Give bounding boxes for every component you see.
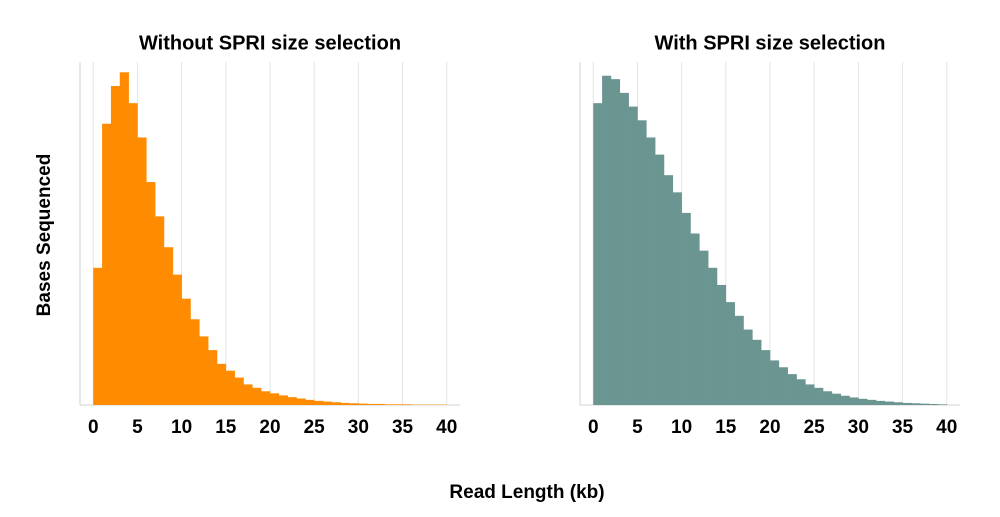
- bar: [102, 123, 112, 406]
- x-tick-label: 10: [671, 417, 692, 438]
- bar: [376, 403, 386, 405]
- y-axis-label: Bases Sequenced: [34, 154, 55, 317]
- bar: [119, 72, 129, 405]
- bar: [358, 403, 368, 405]
- bar: [287, 397, 297, 405]
- x-tick-label: 15: [215, 417, 237, 438]
- bar: [199, 336, 209, 405]
- bar: [602, 75, 612, 405]
- bar: [823, 391, 833, 405]
- bar: [278, 395, 288, 405]
- bar: [743, 329, 753, 405]
- bar: [796, 379, 806, 405]
- x-tick-label: 5: [632, 417, 643, 438]
- bar: [163, 247, 174, 405]
- bar: [672, 192, 682, 405]
- x-tick-label: 0: [88, 417, 99, 438]
- chart-title: With SPRI size selection: [655, 32, 886, 54]
- x-axis-label: Read Length (kb): [449, 482, 604, 503]
- bar: [655, 154, 665, 405]
- bar: [770, 360, 780, 405]
- bar: [128, 103, 138, 405]
- bar: [646, 137, 656, 405]
- bar: [628, 106, 638, 405]
- x-tick-label: 35: [392, 417, 414, 438]
- bar: [146, 182, 156, 405]
- bar: [663, 175, 674, 405]
- x-tick-label: 30: [348, 417, 369, 438]
- bar: [734, 315, 744, 405]
- x-tick-label: 40: [936, 417, 957, 438]
- bar: [911, 403, 921, 405]
- bar: [752, 339, 762, 405]
- bar: [840, 395, 850, 405]
- bar: [805, 384, 815, 405]
- bar: [261, 391, 271, 405]
- bar: [690, 233, 700, 405]
- bar: [323, 401, 333, 405]
- bar: [876, 400, 886, 405]
- bar: [393, 404, 403, 405]
- bar: [243, 384, 253, 405]
- bar: [619, 92, 629, 406]
- x-tick-label: 30: [848, 417, 869, 438]
- bar: [716, 284, 727, 405]
- x-tick-label: 20: [759, 417, 780, 438]
- bar: [216, 363, 227, 405]
- x-tick-label: 20: [259, 417, 280, 438]
- bar: [787, 374, 797, 405]
- bar: [252, 387, 262, 405]
- bar: [593, 103, 603, 405]
- bar: [270, 393, 280, 405]
- bar: [340, 402, 350, 405]
- bar: [778, 367, 788, 405]
- bar: [902, 402, 912, 405]
- bar: [349, 403, 359, 405]
- bar: [314, 400, 324, 405]
- x-tick-label: 0: [588, 417, 599, 438]
- x-tick-label: 25: [304, 417, 326, 438]
- x-tick-label: 40: [436, 417, 457, 438]
- bar: [234, 377, 244, 405]
- bar: [137, 137, 147, 405]
- bar: [331, 402, 341, 405]
- bar: [761, 350, 771, 405]
- bar: [208, 350, 218, 405]
- x-tick-label: 15: [715, 417, 737, 438]
- bar: [867, 399, 877, 405]
- bar: [814, 387, 824, 405]
- bar: [884, 401, 895, 405]
- bar: [831, 393, 841, 405]
- chart-title: Without SPRI size selection: [139, 32, 401, 54]
- bar: [155, 216, 165, 405]
- bar: [110, 86, 121, 405]
- bar: [305, 399, 315, 405]
- bar: [849, 397, 859, 405]
- bar: [637, 120, 647, 405]
- bar: [190, 319, 200, 405]
- bar: [708, 267, 718, 405]
- bar: [93, 267, 103, 405]
- bar: [725, 302, 735, 405]
- x-tick-label: 25: [804, 417, 826, 438]
- bar: [296, 398, 306, 405]
- x-tick-label: 5: [132, 417, 143, 438]
- bar: [929, 403, 939, 405]
- x-tick-label: 35: [892, 417, 914, 438]
- bar: [893, 402, 903, 405]
- bar: [920, 403, 930, 405]
- bar: [858, 398, 868, 405]
- bar: [402, 404, 412, 405]
- bar: [681, 212, 691, 405]
- bar: [181, 298, 191, 405]
- bar: [610, 79, 621, 406]
- bar: [699, 250, 709, 405]
- x-tick-label: 10: [171, 417, 192, 438]
- bar: [225, 370, 235, 405]
- bar: [937, 404, 948, 405]
- bar: [172, 274, 182, 405]
- bar: [367, 403, 377, 405]
- bar: [384, 404, 395, 405]
